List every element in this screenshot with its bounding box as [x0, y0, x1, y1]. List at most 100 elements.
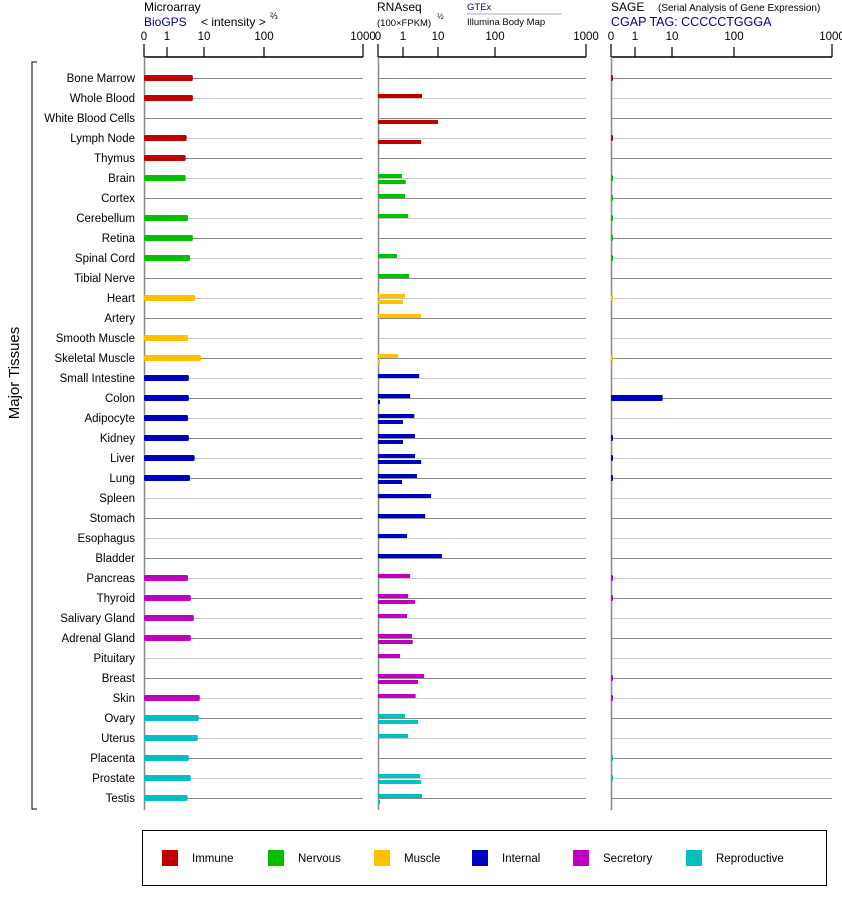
tissue-label: Lymph Node: [70, 133, 135, 145]
microarray-bar: [144, 575, 189, 581]
gtex-bar: [378, 94, 423, 98]
gtex-bar: [378, 514, 426, 518]
microarray-bar: [144, 755, 189, 761]
sage-tick-label: 100: [724, 31, 743, 43]
tissue-label: Breast: [102, 673, 136, 685]
illumina-bar: [378, 300, 403, 304]
legend-label: Nervous: [298, 853, 341, 865]
illumina-bar: [378, 400, 380, 404]
tissue-label: Prostate: [92, 773, 135, 785]
legend-swatch-internal: [472, 850, 488, 866]
fpkm-exponent: ½: [437, 12, 444, 21]
legend-label: Internal: [502, 853, 540, 865]
microarray-bar: [144, 795, 188, 801]
gtex-bar: [378, 354, 398, 358]
gtex-bar: [378, 294, 405, 298]
microarray-bar: [144, 95, 193, 101]
tissue-label: Stomach: [90, 513, 135, 525]
sage-bar: [611, 295, 613, 301]
tissue-label: Artery: [104, 313, 135, 325]
sage-bar: [611, 215, 613, 221]
sage-bar: [611, 175, 613, 181]
gtex-bar: [378, 374, 420, 378]
legend-label: Muscle: [404, 853, 440, 865]
microarray-tick-label: 10: [198, 31, 211, 43]
illumina-bar: [378, 420, 403, 424]
intensity-label: < intensity >: [201, 15, 266, 29]
illumina-bar: [378, 180, 406, 184]
tissue-label: Spleen: [99, 493, 135, 505]
microarray-bar: [144, 355, 202, 361]
gtex-bar: [378, 574, 411, 578]
illumina-bar: [378, 720, 419, 724]
sage-tick-label: 1: [632, 31, 638, 43]
microarray-bar: [144, 255, 191, 261]
tissue-label: Smooth Muscle: [56, 333, 135, 345]
tissue-label: Adrenal Gland: [61, 633, 135, 645]
legend-swatch-muscle: [374, 850, 390, 866]
sage-bar: [611, 255, 613, 261]
illumina-bar: [378, 120, 438, 124]
legend-swatch-nervous: [268, 850, 284, 866]
gtex-bar: [378, 194, 405, 198]
cgap-tag-link[interactable]: CGAP TAG: CCCCCTGGGA: [611, 15, 772, 29]
sage-bar: [611, 575, 613, 581]
microarray-bar: [144, 395, 189, 401]
gtex-bar: [378, 414, 415, 418]
tissue-label: White Blood Cells: [44, 113, 135, 125]
sage-tick-label: 0: [608, 31, 614, 43]
gtex-bar: [378, 474, 417, 478]
tissue-label: Tibial Nerve: [74, 273, 135, 285]
tissue-label: Ovary: [104, 713, 135, 725]
illumina-bar: [378, 600, 415, 604]
microarray-bar: [144, 615, 194, 621]
sage-tick-label: 1000: [819, 31, 842, 43]
sage-bar: [611, 455, 613, 461]
sage-bar: [611, 355, 613, 361]
sage-bar: [611, 675, 613, 681]
microarray-bar: [144, 335, 189, 341]
tissue-label: Skin: [113, 693, 135, 705]
sage-bar: [611, 755, 613, 761]
illumina-bar: [378, 640, 413, 644]
microarray-bar: [144, 75, 193, 81]
gtex-bar: [378, 594, 409, 598]
gtex-bar: [378, 314, 422, 318]
tissue-label: Esophagus: [77, 533, 135, 545]
gtex-bar: [378, 794, 423, 798]
sage-bar: [611, 775, 613, 781]
rnaseq-title: RNAseq: [377, 0, 422, 14]
microarray-bar: [144, 215, 189, 221]
gtex-bar: [378, 614, 407, 618]
illumina-bar: [378, 680, 419, 684]
illumina-bar: [378, 440, 403, 444]
fpkm-label: (100×FPKM): [377, 18, 431, 29]
tissue-label: Salivary Gland: [60, 613, 135, 625]
microarray-bar: [144, 595, 191, 601]
rnaseq-tick-label: 10: [432, 31, 445, 43]
gtex-bar: [378, 454, 415, 458]
sage-tick-label: 10: [666, 31, 679, 43]
rnaseq-tick-label: 1000: [573, 31, 599, 43]
microarray-bar: [144, 235, 193, 241]
tissue-bracket: [31, 61, 37, 810]
gtex-bar: [378, 774, 421, 778]
microarray-bar: [144, 135, 187, 141]
gtex-bar: [378, 654, 400, 658]
rnaseq-tick-label: 0: [375, 31, 381, 43]
biogps-link[interactable]: BioGPS: [144, 15, 187, 29]
gtex-bar: [378, 734, 409, 738]
microarray-bar: [144, 635, 191, 641]
tissue-label: Colon: [105, 393, 135, 405]
gtex-bar: [378, 694, 416, 698]
microarray-tick-label: 0: [141, 31, 147, 43]
tissue-label: Heart: [107, 293, 136, 305]
gtex-bar: [378, 494, 431, 498]
tissue-label: Cortex: [101, 193, 135, 205]
gtex-bar: [378, 254, 397, 258]
sage-bar: [611, 195, 613, 201]
microarray-bar: [144, 775, 191, 781]
illumina-bar: [378, 800, 380, 804]
legend-swatch-secretory: [573, 850, 589, 866]
